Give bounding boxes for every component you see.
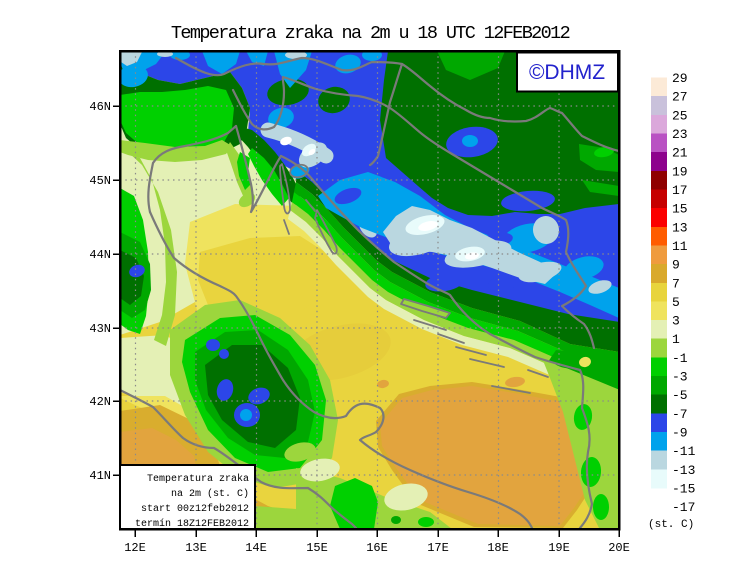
- svg-text:45N: 45N: [89, 174, 111, 188]
- svg-text:-15: -15: [672, 482, 695, 497]
- svg-text:19E: 19E: [548, 541, 570, 555]
- svg-text:-7: -7: [672, 407, 688, 422]
- svg-text:17E: 17E: [427, 541, 449, 555]
- svg-text:Temperatura zraka na 2m u 18 U: Temperatura zraka na 2m u 18 UTC 12FEB20…: [171, 23, 570, 44]
- svg-text:-1: -1: [672, 351, 688, 366]
- svg-text:25: 25: [672, 108, 688, 123]
- svg-text:(st. C): (st. C): [648, 519, 694, 531]
- svg-text:7: 7: [672, 276, 680, 291]
- svg-text:3: 3: [672, 314, 680, 329]
- svg-text:13: 13: [672, 220, 688, 235]
- svg-text:15E: 15E: [306, 541, 328, 555]
- svg-text:29: 29: [672, 71, 688, 86]
- svg-text:Temperatura zraka: Temperatura zraka: [147, 473, 249, 485]
- svg-text:-3: -3: [672, 370, 688, 385]
- svg-text:44N: 44N: [89, 248, 111, 262]
- svg-text:18E: 18E: [487, 541, 509, 555]
- svg-text:41N: 41N: [89, 469, 111, 483]
- svg-text:©DHMZ: ©DHMZ: [529, 61, 605, 84]
- svg-text:20E: 20E: [608, 541, 630, 555]
- svg-text:27: 27: [672, 90, 688, 105]
- svg-text:17: 17: [672, 183, 688, 198]
- svg-text:16E: 16E: [366, 541, 388, 555]
- svg-text:46N: 46N: [89, 100, 111, 114]
- svg-text:14E: 14E: [245, 541, 267, 555]
- svg-text:start 00z12feb2012: start 00z12feb2012: [141, 503, 249, 515]
- svg-text:na 2m (st. C): na 2m (st. C): [171, 488, 249, 500]
- svg-text:19: 19: [672, 164, 688, 179]
- svg-text:42N: 42N: [89, 395, 111, 409]
- svg-text:15: 15: [672, 202, 688, 217]
- svg-text:-9: -9: [672, 426, 688, 441]
- svg-text:23: 23: [672, 127, 688, 142]
- svg-text:12E: 12E: [124, 541, 146, 555]
- svg-text:termín 18Z12FEB2012: termín 18Z12FEB2012: [135, 518, 249, 530]
- svg-text:-11: -11: [672, 444, 696, 459]
- svg-text:9: 9: [672, 258, 680, 273]
- svg-text:-13: -13: [672, 463, 695, 478]
- svg-text:-5: -5: [672, 388, 688, 403]
- svg-text:21: 21: [672, 146, 688, 161]
- svg-text:43N: 43N: [89, 322, 111, 336]
- svg-text:5: 5: [672, 295, 680, 310]
- svg-text:-17: -17: [672, 500, 695, 515]
- svg-text:11: 11: [672, 239, 688, 254]
- svg-text:1: 1: [672, 332, 680, 347]
- svg-text:13E: 13E: [185, 541, 207, 555]
